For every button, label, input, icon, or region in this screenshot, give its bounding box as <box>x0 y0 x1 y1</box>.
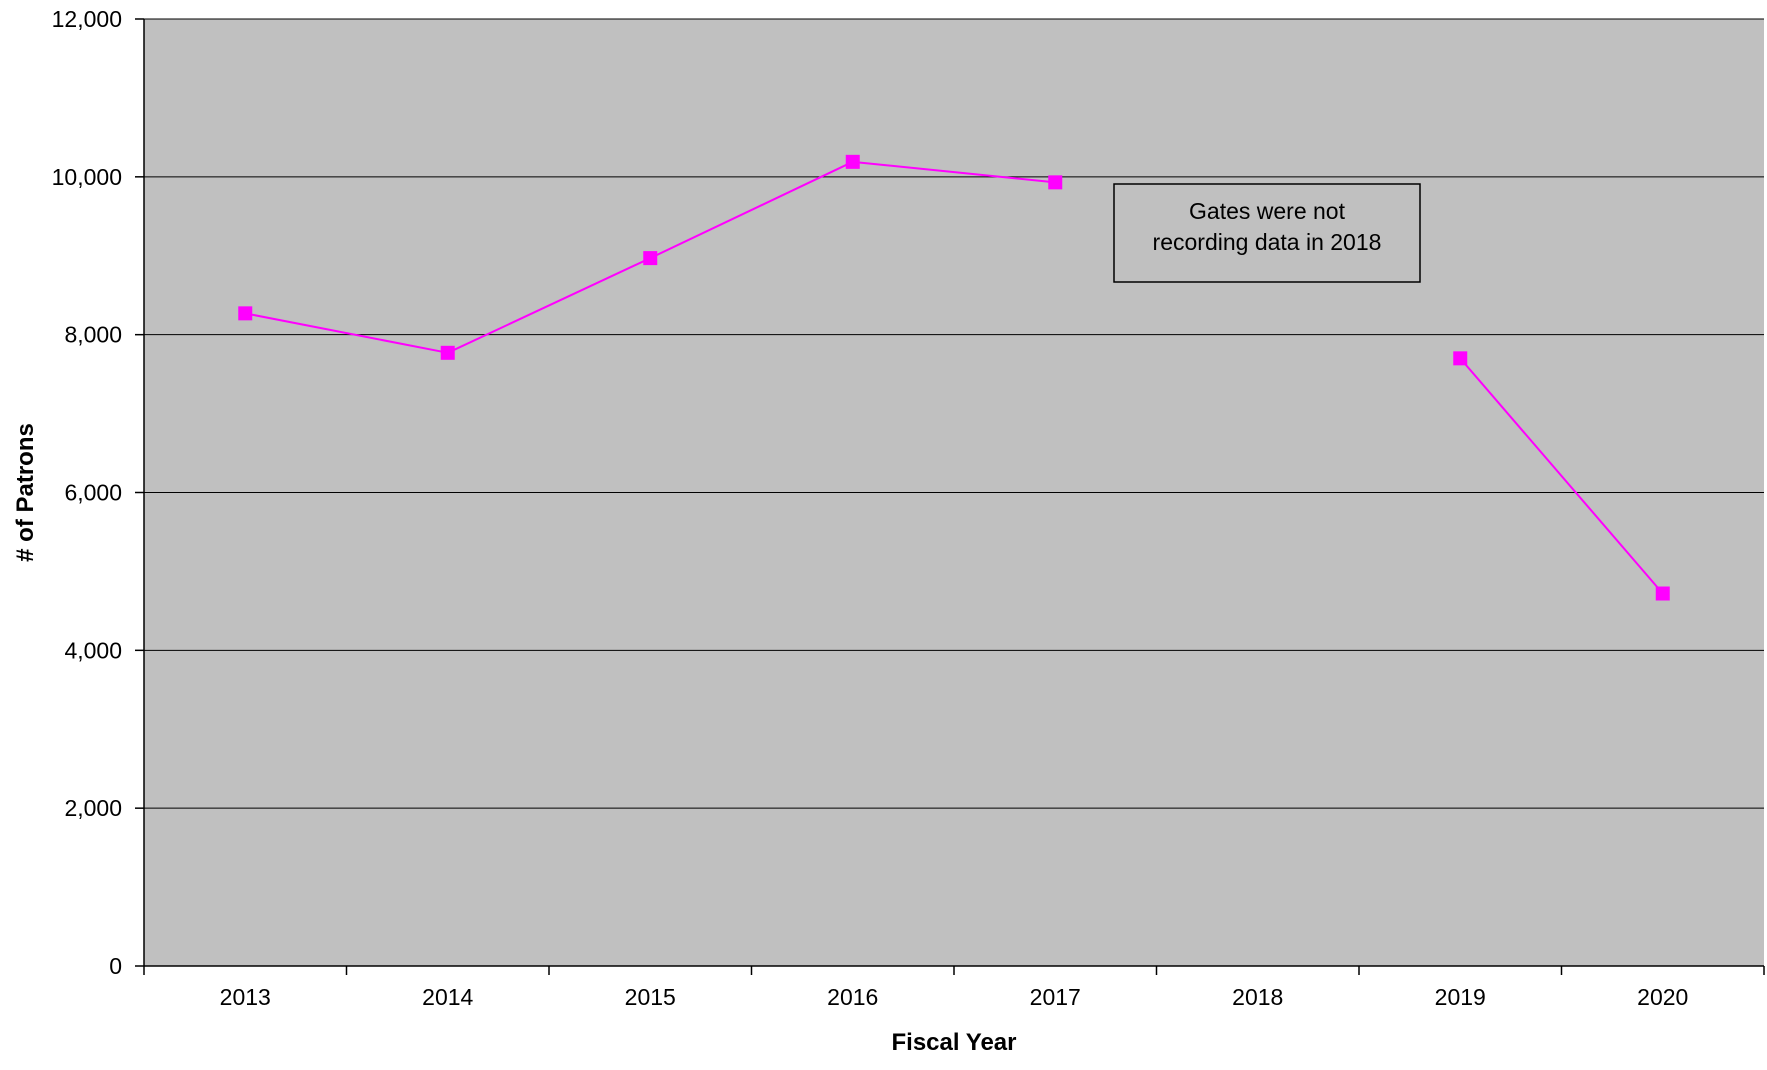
y-tick-label-8000: 8,000 <box>64 322 122 348</box>
y-axis-title: # of Patrons <box>12 423 39 562</box>
x-tick-label-2018: 2018 <box>1232 984 1283 1010</box>
y-tick-label-6000: 6,000 <box>64 480 122 506</box>
data-point-2019 <box>1453 351 1468 366</box>
x-tick-label-2016: 2016 <box>827 984 878 1010</box>
line-segment-2013-2014 <box>245 312 448 354</box>
x-tick-labels: 2013 2014 2015 2016 2017 2018 2019 2020 <box>220 984 1689 1010</box>
x-tick-label-2019: 2019 <box>1435 984 1486 1010</box>
line-segment-2014-2015 <box>447 257 651 354</box>
x-tick-label-2020: 2020 <box>1637 984 1688 1010</box>
y-tick-label-10000: 10,000 <box>52 164 122 190</box>
x-tick-label-2014: 2014 <box>422 984 473 1010</box>
gridlines <box>144 18 1764 809</box>
annotation-line-1: Gates were not <box>1189 198 1346 224</box>
line-segment-2016-2017 <box>852 160 1056 184</box>
data-point-2015 <box>643 251 658 266</box>
x-tick-label-2015: 2015 <box>625 984 676 1010</box>
markers <box>238 154 1670 601</box>
line-segment-2019-2020 <box>1459 357 1664 595</box>
y-tick-label-0: 0 <box>109 953 122 979</box>
x-tick-label-2017: 2017 <box>1030 984 1081 1010</box>
annotation-border <box>1113 183 1421 283</box>
data-point-2017 <box>1048 175 1063 190</box>
series-patrons <box>245 160 1664 595</box>
annotation-line-2: recording data in 2018 <box>1153 229 1382 255</box>
data-point-2014 <box>440 345 455 360</box>
y-tick-label-12000: 12,000 <box>52 6 122 32</box>
y-tick-label-2000: 2,000 <box>64 795 122 821</box>
y-tick-labels: 0 2,000 4,000 6,000 8,000 10,000 12,000 <box>52 6 122 979</box>
y-tick-label-4000: 4,000 <box>64 637 122 663</box>
data-point-2016 <box>845 154 860 169</box>
x-axis-title: Fiscal Year <box>892 1029 1017 1056</box>
line-segment-2015-2016 <box>649 160 854 260</box>
data-point-2013 <box>238 306 253 321</box>
annotation-box: Gates were not recording data in 2018 <box>1113 183 1421 283</box>
data-point-2020 <box>1655 586 1670 601</box>
axes <box>135 18 1765 975</box>
x-tick-label-2013: 2013 <box>220 984 271 1010</box>
